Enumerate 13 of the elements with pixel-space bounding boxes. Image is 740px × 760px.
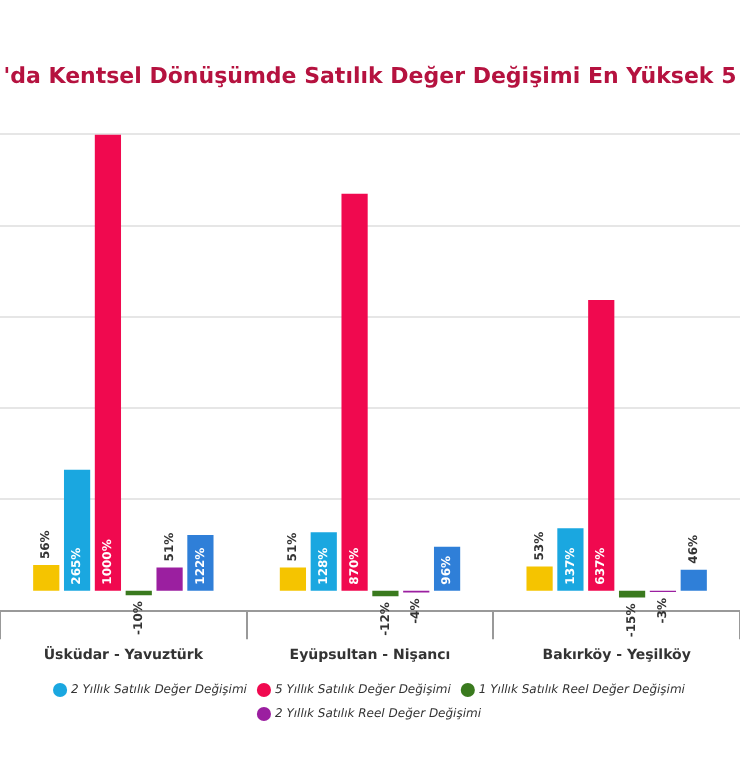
bar (341, 193, 368, 591)
bar (526, 566, 553, 591)
bar (33, 565, 60, 591)
bar (618, 590, 646, 598)
bar (557, 528, 584, 591)
bar (156, 567, 183, 591)
chart-title: 'da Kentsel Dönüşümde Satılık Değer Değişimi En Yüksek 5 (3, 62, 737, 89)
bar (372, 590, 399, 597)
bar (680, 569, 707, 591)
bar (63, 469, 91, 591)
bar (94, 134, 122, 591)
bar (279, 567, 307, 591)
bar (588, 300, 615, 591)
